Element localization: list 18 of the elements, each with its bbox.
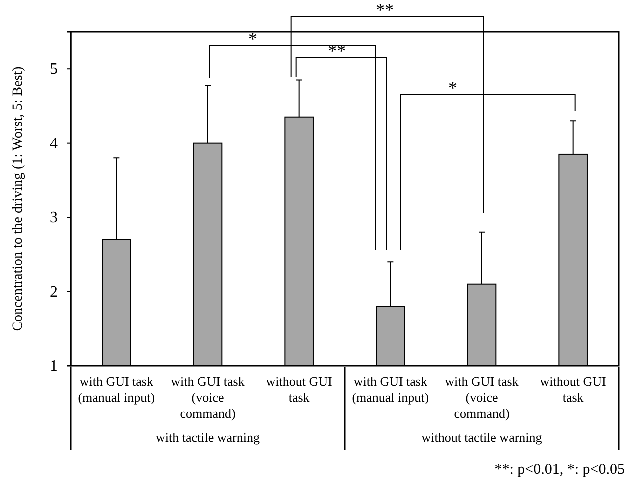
x-tick-label: with GUI task (manual input): [78, 374, 156, 405]
text: **: p<0.01, *: p<0.05: [494, 462, 625, 478]
x-tick-label: with GUI task (voice command): [171, 374, 246, 421]
text: **: [376, 0, 394, 20]
y-tick-label: 4: [50, 135, 58, 152]
y-tick-label: 2: [50, 284, 58, 301]
annotation: *: [448, 78, 458, 98]
text: with tactile warning: [156, 430, 260, 445]
x-tick-label: with GUI task (manual input): [352, 374, 430, 405]
y-axis-title: Concentration to the driving (1: Worst, 5: Best): [11, 66, 26, 332]
annotation: *: [248, 29, 258, 49]
y-tick-label: 3: [50, 210, 58, 227]
text: without tactile warning: [422, 430, 543, 445]
y-tick-label: 5: [50, 61, 58, 78]
x-tick-label: without GUI task: [540, 374, 606, 405]
y-tick-label: 1: [50, 358, 58, 376]
x-tick-label: without GUI task: [266, 374, 332, 405]
x-tick-label: with GUI task (voice command): [445, 374, 520, 421]
